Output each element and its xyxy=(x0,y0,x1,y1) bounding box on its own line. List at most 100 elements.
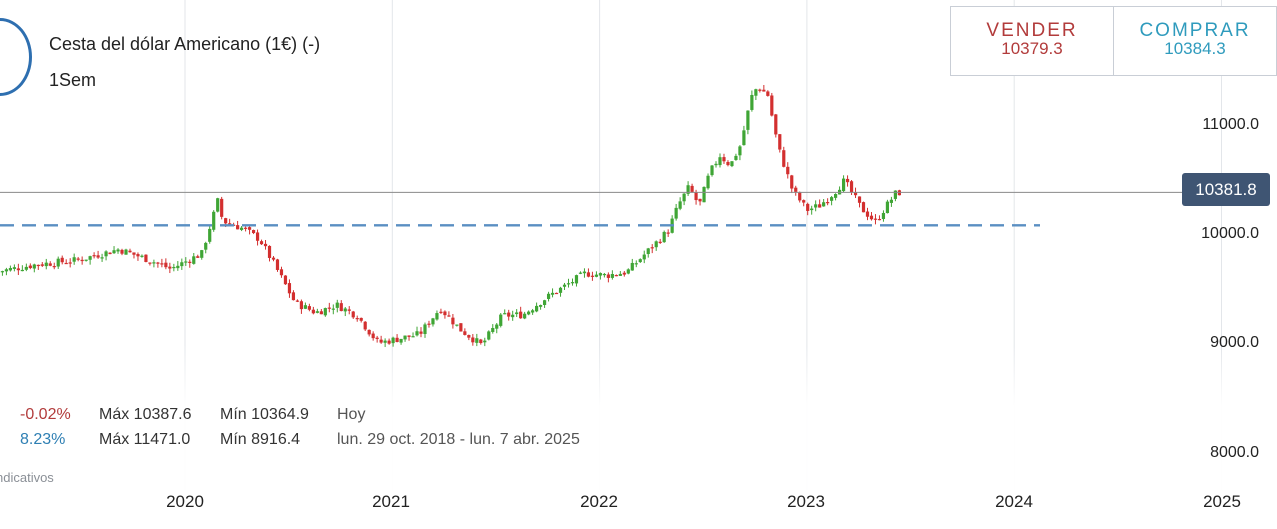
candle xyxy=(499,313,503,328)
candle xyxy=(562,282,567,291)
candle xyxy=(20,265,24,272)
sell-button[interactable]: VENDER 10379.3 xyxy=(950,6,1114,76)
candle xyxy=(455,324,459,327)
candle xyxy=(435,310,439,321)
candle xyxy=(395,334,399,343)
candle xyxy=(714,161,718,168)
candle xyxy=(507,309,511,321)
candle xyxy=(674,203,678,221)
candle xyxy=(730,161,734,168)
candle xyxy=(463,328,467,336)
candle xyxy=(88,255,92,265)
x-tick-label: 2024 xyxy=(995,492,1033,511)
candle xyxy=(881,210,886,222)
candle xyxy=(271,256,276,262)
candle xyxy=(323,307,327,317)
candle xyxy=(546,291,551,302)
candle xyxy=(662,230,666,243)
candle xyxy=(451,313,455,329)
candle xyxy=(566,278,571,288)
candle xyxy=(495,322,499,334)
candle xyxy=(650,244,654,254)
candle xyxy=(259,239,264,245)
candle xyxy=(148,262,152,266)
candle xyxy=(558,286,563,297)
candle xyxy=(814,200,818,212)
sell-label: VENDER xyxy=(986,20,1078,41)
candle xyxy=(100,253,104,262)
candle xyxy=(228,218,232,225)
candle xyxy=(503,309,507,315)
x-tick-label: 2023 xyxy=(787,492,825,511)
candle xyxy=(216,197,220,213)
candle xyxy=(802,199,806,207)
candle xyxy=(770,92,774,117)
candle xyxy=(84,259,88,262)
candle xyxy=(658,238,662,244)
bottom-fade xyxy=(0,345,1277,405)
candle xyxy=(208,225,212,244)
candle xyxy=(893,190,898,202)
sell-price: 10379.3 xyxy=(1001,39,1063,58)
candle xyxy=(423,322,427,338)
candle xyxy=(343,307,347,317)
buy-button[interactable]: COMPRAR 10384.3 xyxy=(1113,6,1277,76)
candle xyxy=(263,239,268,250)
candle xyxy=(299,299,304,314)
candle xyxy=(104,250,108,261)
candle xyxy=(120,248,124,256)
candle xyxy=(255,229,260,246)
candle xyxy=(527,310,531,316)
candle xyxy=(303,302,307,310)
candle xyxy=(240,225,244,232)
bottom-panel xyxy=(0,405,1277,529)
candle xyxy=(72,253,76,265)
candle xyxy=(471,334,475,346)
candle xyxy=(479,338,483,345)
indicative-footnote: ndicativos xyxy=(0,470,54,485)
candle xyxy=(439,308,443,314)
candle xyxy=(64,259,68,265)
candle xyxy=(251,229,256,235)
candle xyxy=(140,254,144,258)
candle xyxy=(642,250,646,264)
candle xyxy=(351,310,355,319)
candle xyxy=(754,88,758,101)
candle xyxy=(387,338,391,345)
candle xyxy=(531,308,535,315)
candle xyxy=(212,210,216,232)
candle xyxy=(427,320,431,328)
candle xyxy=(826,198,830,206)
candle xyxy=(622,270,626,277)
candle xyxy=(794,185,798,196)
candle xyxy=(818,199,822,208)
candle xyxy=(447,311,451,317)
candle xyxy=(415,326,419,337)
candle xyxy=(32,263,36,273)
candle xyxy=(810,205,814,215)
candle xyxy=(698,198,702,206)
candle xyxy=(706,173,710,190)
candle xyxy=(550,288,555,298)
candle xyxy=(0,270,5,276)
candle xyxy=(375,335,379,343)
candle xyxy=(487,330,491,341)
candle xyxy=(247,225,252,235)
candle xyxy=(24,263,28,272)
candle xyxy=(379,335,383,344)
candle xyxy=(491,324,495,334)
candle xyxy=(726,160,730,167)
candle xyxy=(742,125,746,146)
chart-period[interactable]: 1Sem xyxy=(49,70,97,90)
candle xyxy=(311,306,315,315)
candle xyxy=(654,240,658,251)
candle xyxy=(630,258,634,271)
candle xyxy=(160,258,164,268)
candle xyxy=(722,153,726,164)
candle xyxy=(295,299,300,303)
candle xyxy=(267,245,272,262)
buy-price: 10384.3 xyxy=(1164,39,1226,58)
candle xyxy=(196,254,200,258)
x-tick-label: 2022 xyxy=(580,492,618,511)
candle xyxy=(367,329,371,337)
